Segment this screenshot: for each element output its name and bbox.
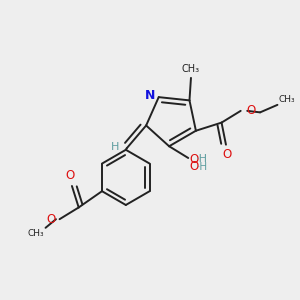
Text: CH₃: CH₃ bbox=[279, 95, 296, 104]
Text: O: O bbox=[66, 169, 75, 182]
Text: O: O bbox=[223, 148, 232, 161]
Text: N: N bbox=[145, 89, 155, 102]
Text: O: O bbox=[47, 213, 56, 226]
Text: H: H bbox=[111, 142, 119, 152]
Text: O: O bbox=[246, 104, 255, 117]
Text: O: O bbox=[190, 153, 199, 166]
Text: CH₃: CH₃ bbox=[182, 64, 200, 74]
Text: CH₃: CH₃ bbox=[27, 229, 44, 238]
Text: ·H: ·H bbox=[196, 162, 208, 172]
Text: ·H: ·H bbox=[195, 154, 207, 164]
Text: O: O bbox=[190, 160, 199, 173]
